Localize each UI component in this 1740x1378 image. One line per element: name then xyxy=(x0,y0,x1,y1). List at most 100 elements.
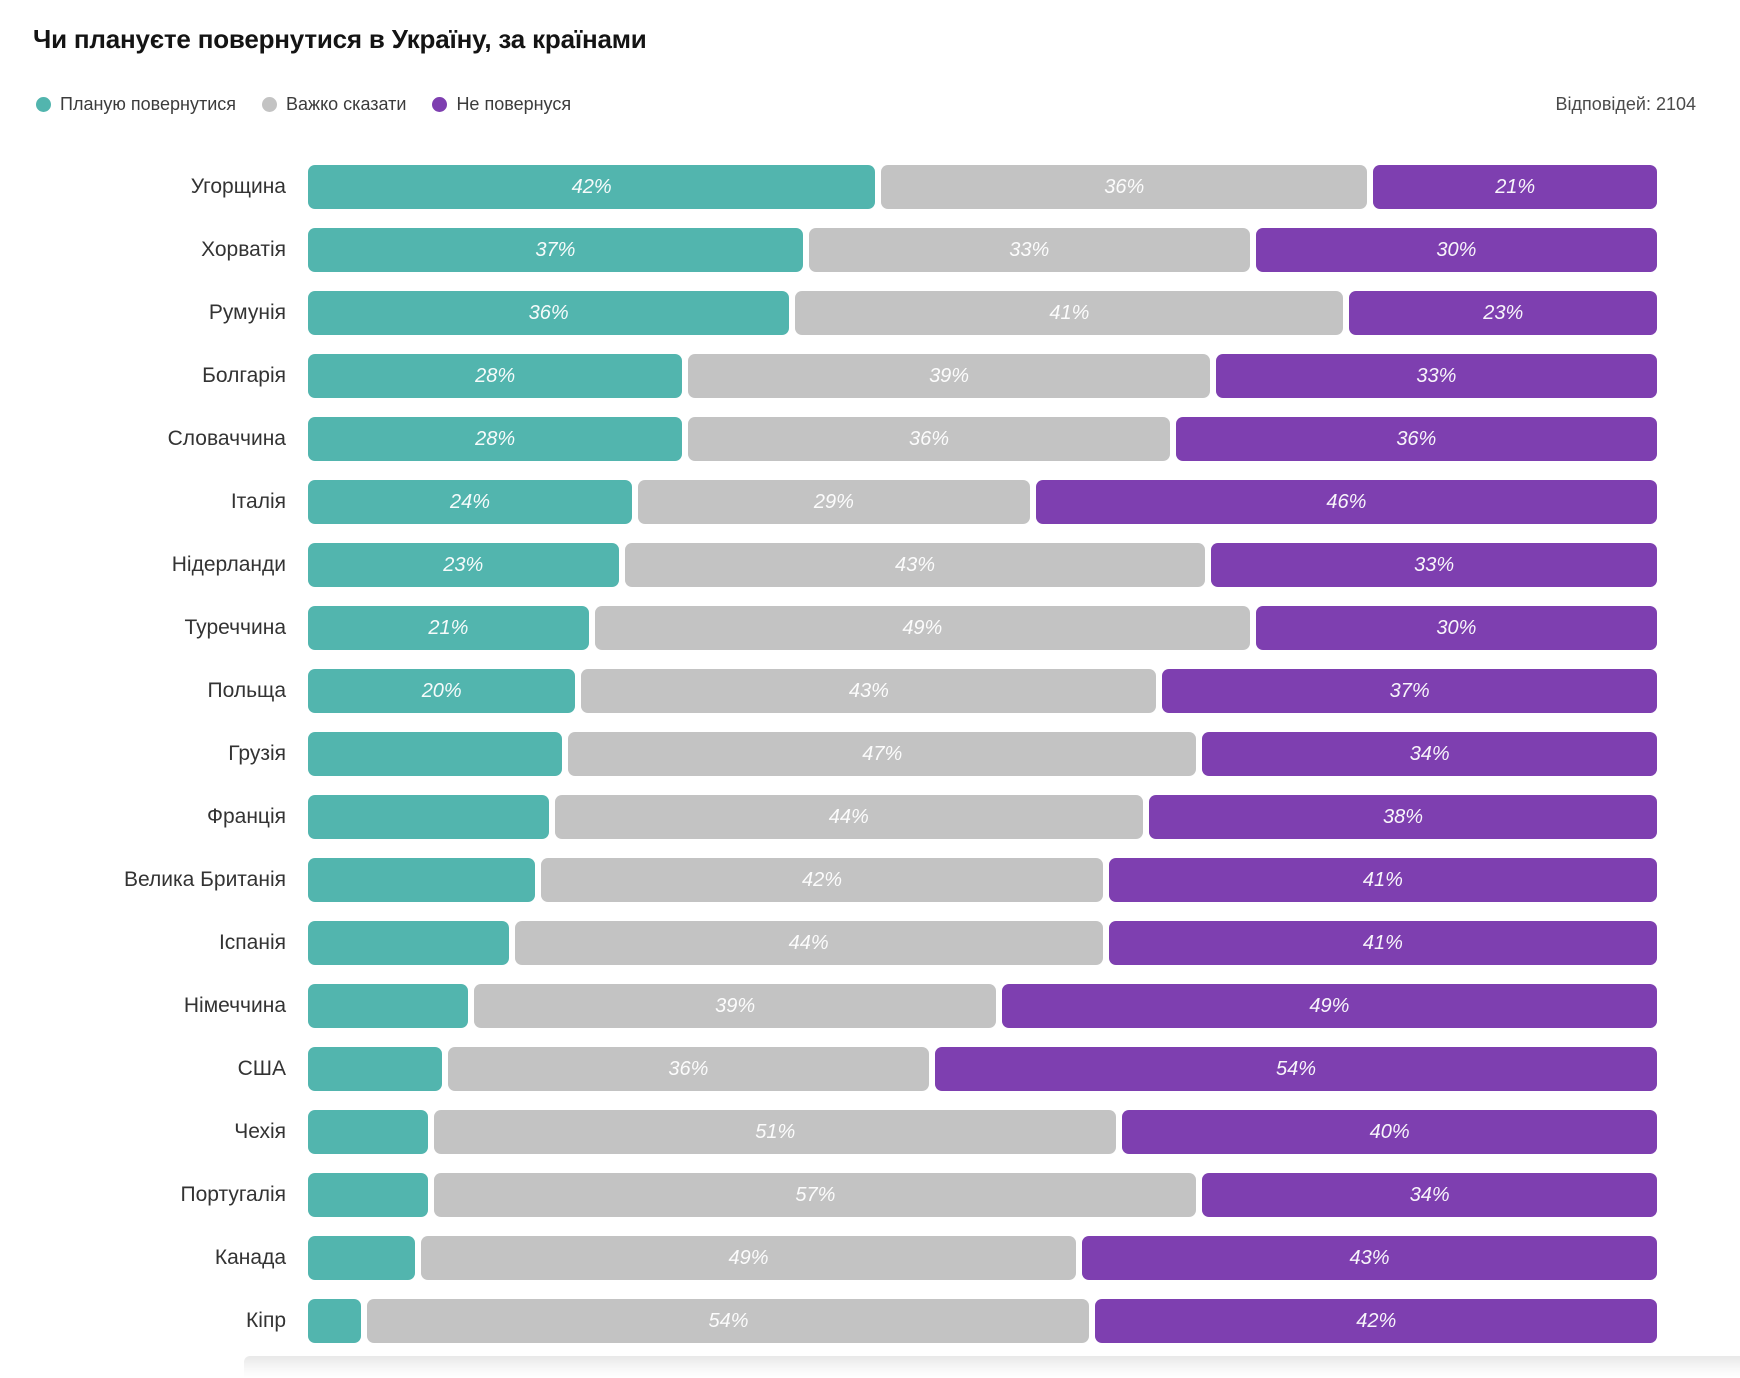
bar-track: 39% 49% xyxy=(308,984,1657,1028)
bar-segment-hard-to-say: 39% xyxy=(688,354,1210,398)
bar-track: 28% 36% 36% xyxy=(308,417,1657,461)
chart-row: Нідерланди 23% 43% 33% xyxy=(0,543,1740,587)
bar-segment-wont-return: 41% xyxy=(1108,858,1658,902)
country-label: Чехія xyxy=(234,1120,286,1143)
bar-segment-plan-return: 36% xyxy=(308,291,790,335)
country-label: Грузія xyxy=(228,742,286,765)
bar-segment-wont-return: 46% xyxy=(1035,480,1657,524)
bar-track: 36% 54% xyxy=(308,1047,1657,1091)
bar-value-label: 47% xyxy=(862,742,903,765)
bar-segment-hard-to-say: 47% xyxy=(568,732,1197,776)
bar-value-label: 36% xyxy=(528,301,569,324)
chart-row: Франція 44% 38% xyxy=(0,795,1740,839)
bar-value-label: 44% xyxy=(788,931,829,954)
bar-segment-plan-return: 21% xyxy=(308,606,589,650)
bar-value-label: 28% xyxy=(475,427,516,450)
chart-row: Кіпр 54% 42% xyxy=(0,1299,1740,1343)
country-label: Німеччина xyxy=(183,994,286,1017)
bar-value-label: 46% xyxy=(1326,490,1367,513)
legend-item-label: Планую повернутися xyxy=(60,94,237,114)
country-label: Туреччина xyxy=(184,616,286,639)
legend-item-label: Важко сказати xyxy=(286,94,407,114)
legend-dot-icon xyxy=(262,97,278,112)
bar-value-label: 37% xyxy=(1389,679,1430,702)
bar-value-label: 41% xyxy=(1049,301,1090,324)
bar-value-label: 36% xyxy=(1396,427,1437,450)
bar-segment-wont-return: 30% xyxy=(1255,606,1657,650)
bar-value-label: 39% xyxy=(715,994,756,1017)
bar-segment-plan-return: 20% xyxy=(308,669,576,713)
chart-row: США 36% 54% xyxy=(0,1047,1740,1091)
bar-segment-wont-return: 40% xyxy=(1122,1110,1657,1154)
bar-segment-hard-to-say: 54% xyxy=(367,1299,1090,1343)
bar-value-label: 43% xyxy=(1349,1246,1390,1269)
bar-segment-hard-to-say: 36% xyxy=(688,417,1170,461)
bar-value-label: 34% xyxy=(1409,742,1450,765)
bar-track: 44% 41% xyxy=(308,921,1657,965)
bar-value-label: 42% xyxy=(802,868,843,891)
country-label: Кіпр xyxy=(246,1309,286,1332)
responses-count: Відповідей: 2104 xyxy=(1555,94,1696,114)
bar-track: 54% 42% xyxy=(308,1299,1658,1343)
bar-track: 42% 36% 21% xyxy=(308,165,1658,209)
legend: Планую повернутися Важко сказати Не пове… xyxy=(36,94,571,115)
chart-row: Словаччина 28% 36% 36% xyxy=(0,417,1740,461)
bar-track: 57% 34% xyxy=(308,1173,1657,1217)
bar-segment-plan-return: 28% xyxy=(308,354,683,398)
bar-track: 42% 41% xyxy=(308,858,1658,902)
country-label: Болгарія xyxy=(202,364,286,387)
chart-row: Канада 49% 43% xyxy=(0,1236,1740,1280)
bar-value-label: 24% xyxy=(450,490,491,513)
bar-value-label: 38% xyxy=(1382,805,1423,828)
bar-segment-wont-return: 23% xyxy=(1349,291,1657,335)
stacked-bar-chart: Угорщина 42% 36% 21% Хорватія 37% 33% 30% Ру… xyxy=(0,165,1740,1343)
chart-row: Угорщина 42% 36% 21% xyxy=(0,165,1740,209)
bar-value-label: 42% xyxy=(1356,1309,1397,1332)
bar-track: 24% 29% 46% xyxy=(308,480,1657,524)
bar-segment-wont-return: 36% xyxy=(1175,417,1657,461)
bar-segment-hard-to-say: 29% xyxy=(638,480,1030,524)
bar-value-label: 57% xyxy=(795,1183,836,1206)
bar-value-label: 36% xyxy=(1104,175,1145,198)
bar-segment-hard-to-say: 42% xyxy=(541,858,1103,902)
bar-segment-hard-to-say: 49% xyxy=(420,1236,1077,1280)
country-label: Хорватія xyxy=(201,238,286,261)
bar-value-label: 33% xyxy=(1414,553,1455,576)
bar-track: 36% 41% 23% xyxy=(308,291,1657,335)
bar-segment-hard-to-say: 51% xyxy=(434,1110,1117,1154)
bar-segment-wont-return: 30% xyxy=(1255,228,1657,272)
bar-track: 51% 40% xyxy=(308,1110,1657,1154)
bar-value-label: 21% xyxy=(428,616,469,639)
bar-track: 44% 38% xyxy=(308,795,1657,839)
bar-segment-plan-return xyxy=(308,1047,442,1091)
bar-segment-hard-to-say: 36% xyxy=(447,1047,930,1091)
chart-row: Хорватія 37% 33% 30% xyxy=(0,228,1740,272)
chart-row: Грузія 47% 34% xyxy=(0,732,1740,776)
bar-value-label: 43% xyxy=(848,679,889,702)
bar-value-label: 36% xyxy=(909,427,950,450)
bar-value-label: 28% xyxy=(475,364,516,387)
bar-track: 37% 33% 30% xyxy=(308,228,1657,272)
bar-segment-wont-return: 34% xyxy=(1202,1173,1657,1217)
bar-segment-hard-to-say: 43% xyxy=(581,669,1157,713)
bar-value-label: 43% xyxy=(894,553,935,576)
bar-segment-wont-return: 21% xyxy=(1373,165,1658,209)
bar-value-label: 33% xyxy=(1416,364,1457,387)
bar-value-label: 21% xyxy=(1495,175,1536,198)
country-label: Канада xyxy=(214,1246,286,1269)
bar-segment-plan-return: 37% xyxy=(308,228,803,272)
bar-segment-wont-return: 49% xyxy=(1001,984,1657,1028)
next-section-edge xyxy=(244,1356,1740,1378)
bar-segment-plan-return: 24% xyxy=(308,480,633,524)
bar-value-label: 36% xyxy=(668,1057,709,1080)
bar-value-label: 30% xyxy=(1436,238,1477,261)
bar-value-label: 54% xyxy=(1275,1057,1317,1080)
bar-segment-wont-return: 33% xyxy=(1211,543,1657,587)
bar-segment-plan-return: 23% xyxy=(308,543,619,587)
bar-segment-plan-return xyxy=(308,795,549,839)
bar-segment-hard-to-say: 49% xyxy=(594,606,1250,650)
bar-value-label: 23% xyxy=(1483,301,1524,324)
bar-value-label: 54% xyxy=(708,1309,749,1332)
chart-row: Велика Британія 42% 41% xyxy=(0,858,1740,902)
bar-value-label: 51% xyxy=(755,1120,796,1143)
